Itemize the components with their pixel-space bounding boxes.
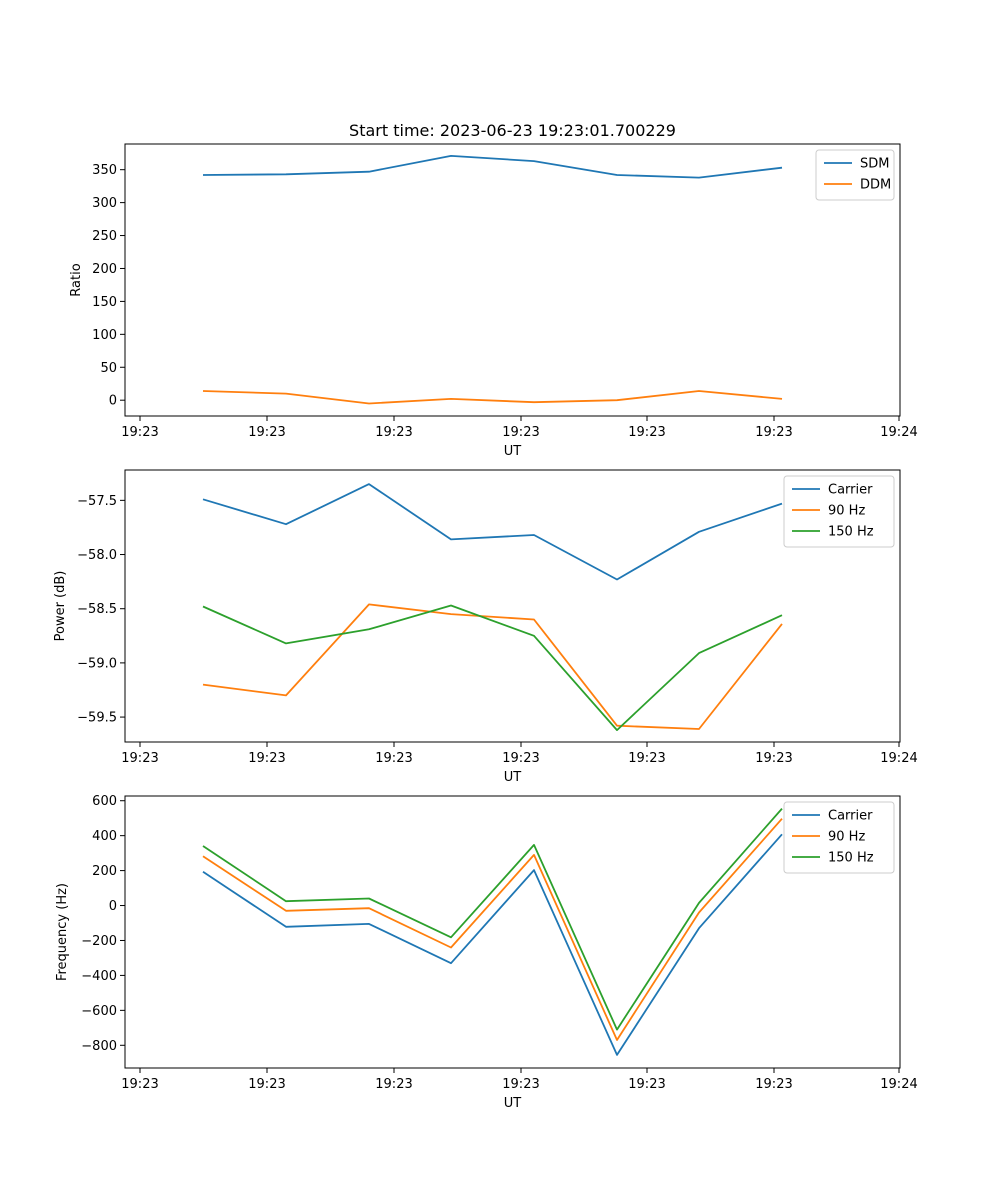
x-tick-label: 19:24 <box>880 1077 917 1092</box>
y-tick-label: 200 <box>92 262 117 277</box>
legend-label: 90 Hz <box>828 504 865 519</box>
series-line-ddm <box>202 390 783 405</box>
y-tick-label: −58.0 <box>77 548 117 563</box>
x-axis-label: UT <box>504 444 522 459</box>
y-tick-label: −800 <box>81 1039 117 1054</box>
legend-label: 90 Hz <box>828 830 865 845</box>
y-tick-label: 200 <box>92 864 117 879</box>
x-tick-label: 19:23 <box>755 751 792 766</box>
series-line-90-hz <box>202 603 783 730</box>
legend-label: 150 Hz <box>828 851 874 866</box>
y-axis-label: Power (dB) <box>53 571 68 642</box>
x-tick-label: 19:23 <box>628 425 665 440</box>
y-tick-label: 0 <box>109 899 117 914</box>
y-tick-label: −57.5 <box>77 494 117 509</box>
x-tick-label: 19:23 <box>375 751 412 766</box>
legend-label: Carrier <box>828 809 873 824</box>
y-tick-label: 300 <box>92 196 117 211</box>
legend: Carrier 90 Hz 150 Hz <box>783 801 895 874</box>
x-tick-label: 19:23 <box>502 1077 539 1092</box>
y-tick-label: −59.0 <box>77 656 117 671</box>
series-line-carrier <box>202 483 783 581</box>
x-tick-label: 19:24 <box>880 425 917 440</box>
legend-label: Carrier <box>828 483 873 498</box>
y-tick-label: −400 <box>81 969 117 984</box>
x-tick-label: 19:23 <box>375 425 412 440</box>
x-tick-label: 19:23 <box>628 1077 665 1092</box>
y-tick-label: 50 <box>100 361 117 376</box>
y-axis-label: Ratio <box>69 263 84 296</box>
x-axis-label: UT <box>504 770 522 785</box>
legend: Carrier 90 Hz 150 Hz <box>783 475 895 548</box>
x-tick-label: 19:23 <box>121 1077 158 1092</box>
x-tick-label: 19:23 <box>502 751 539 766</box>
chart-panel-2: 19:23 19:23 19:23 19:23 19:23 19:23 19:24 −57.5… <box>53 469 918 785</box>
axes-frame <box>124 469 901 743</box>
x-axis-label: UT <box>504 1096 522 1111</box>
chart-panel-3: 19:23 19:23 19:23 19:23 19:23 19:23 19:24 600 40… <box>55 794 918 1111</box>
legend-label: DDM <box>860 178 891 193</box>
axes-frame <box>124 795 901 1069</box>
legend-box <box>783 801 895 874</box>
x-tick-label: 19:23 <box>375 1077 412 1092</box>
x-tick-label: 19:24 <box>880 751 917 766</box>
y-tick-label: 350 <box>92 163 117 178</box>
series-line-sdm <box>202 154 783 179</box>
chart-title: Start time: 2023-06-23 19:23:01.700229 <box>349 121 676 140</box>
legend-label: 150 Hz <box>828 525 874 540</box>
y-tick-label: 0 <box>109 394 117 409</box>
x-tick-label: 19:23 <box>248 751 285 766</box>
series-line-150-hz <box>202 604 783 731</box>
series-line-carrier <box>202 833 783 1056</box>
series-line-90-hz <box>202 818 783 1041</box>
y-tick-label: 250 <box>92 229 117 244</box>
series-line-150-hz <box>202 808 783 1031</box>
y-axis-label: Frequency (Hz) <box>55 883 70 981</box>
y-tick-label: 400 <box>92 829 117 844</box>
x-tick-label: 19:23 <box>121 425 158 440</box>
y-tick-label: 150 <box>92 295 117 310</box>
chart-panel-1: 19:23 19:23 19:23 19:23 19:23 19:23 19:24 0 50 10… <box>69 143 918 459</box>
x-tick-label: 19:23 <box>248 1077 285 1092</box>
y-tick-label: −200 <box>81 934 117 949</box>
x-tick-label: 19:23 <box>121 751 158 766</box>
x-tick-label: 19:23 <box>628 751 665 766</box>
x-tick-label: 19:23 <box>755 425 792 440</box>
y-tick-label: −59.5 <box>77 711 117 726</box>
axes-frame <box>124 143 901 417</box>
y-tick-label: 600 <box>92 794 117 809</box>
legend-label: SDM <box>860 157 889 172</box>
legend-box <box>783 475 895 548</box>
y-tick-label: −600 <box>81 1004 117 1019</box>
x-tick-label: 19:23 <box>755 1077 792 1092</box>
x-tick-label: 19:23 <box>502 425 539 440</box>
x-tick-label: 19:23 <box>248 425 285 440</box>
y-tick-label: 100 <box>92 328 117 343</box>
y-tick-label: −58.5 <box>77 602 117 617</box>
legend: SDM DDM <box>815 149 895 201</box>
